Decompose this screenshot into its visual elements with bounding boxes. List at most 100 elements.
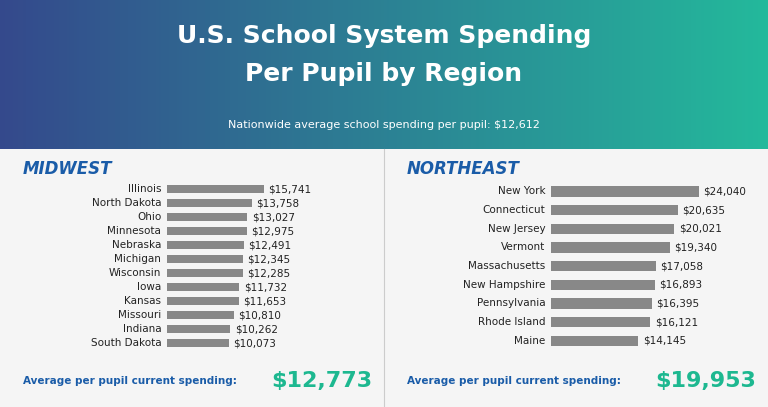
Bar xyxy=(624,0,627,149)
Bar xyxy=(727,0,730,149)
Bar xyxy=(192,0,194,149)
Bar xyxy=(210,0,213,149)
Bar xyxy=(586,0,589,149)
Bar xyxy=(476,0,478,149)
Bar xyxy=(320,0,323,149)
Bar xyxy=(458,0,461,149)
Bar xyxy=(714,0,717,149)
Bar xyxy=(5,0,8,149)
Bar xyxy=(202,0,205,149)
Bar xyxy=(507,0,509,149)
Bar xyxy=(0,0,2,149)
Bar xyxy=(455,0,458,149)
Bar xyxy=(46,0,48,149)
Bar xyxy=(612,0,614,149)
Bar xyxy=(482,0,484,149)
Bar xyxy=(471,0,474,149)
Bar xyxy=(31,0,33,149)
Bar xyxy=(538,0,540,149)
Bar xyxy=(41,0,44,149)
Bar xyxy=(266,0,269,149)
Text: $16,395: $16,395 xyxy=(657,298,700,309)
Text: Maine: Maine xyxy=(514,336,545,346)
Bar xyxy=(359,0,361,149)
Text: Illinois: Illinois xyxy=(127,184,161,194)
Bar xyxy=(167,255,243,263)
Bar xyxy=(555,0,558,149)
Bar xyxy=(366,0,369,149)
Bar xyxy=(545,0,548,149)
Text: New Jersey: New Jersey xyxy=(488,224,545,234)
Text: $16,121: $16,121 xyxy=(655,317,698,327)
Bar xyxy=(571,0,574,149)
Text: $11,732: $11,732 xyxy=(243,282,287,292)
Bar xyxy=(640,0,643,149)
Bar xyxy=(333,0,336,149)
Bar xyxy=(663,0,666,149)
Bar xyxy=(77,0,79,149)
Bar xyxy=(584,0,586,149)
Bar xyxy=(701,0,704,149)
Bar xyxy=(182,0,184,149)
Text: Kansas: Kansas xyxy=(124,296,161,306)
Bar xyxy=(307,0,310,149)
Bar xyxy=(223,0,225,149)
Bar xyxy=(379,0,382,149)
Bar xyxy=(453,0,455,149)
Bar xyxy=(528,0,530,149)
Bar xyxy=(402,0,405,149)
Bar xyxy=(601,0,604,149)
Bar xyxy=(397,0,399,149)
Text: $13,758: $13,758 xyxy=(257,198,300,208)
Bar xyxy=(551,186,699,197)
Bar xyxy=(171,0,174,149)
Bar xyxy=(591,0,594,149)
Bar xyxy=(466,0,468,149)
Text: Pennsylvania: Pennsylvania xyxy=(477,298,545,309)
Bar xyxy=(432,0,435,149)
Bar xyxy=(207,0,210,149)
Bar xyxy=(660,0,663,149)
Bar xyxy=(294,0,297,149)
Bar xyxy=(670,0,674,149)
Bar xyxy=(284,0,286,149)
Bar xyxy=(558,0,561,149)
Bar xyxy=(243,0,246,149)
Bar xyxy=(59,0,61,149)
Bar xyxy=(336,0,338,149)
Bar xyxy=(25,0,28,149)
Bar xyxy=(13,0,15,149)
Bar xyxy=(747,0,750,149)
Bar xyxy=(56,0,59,149)
Bar xyxy=(732,0,735,149)
Bar xyxy=(8,0,10,149)
Bar xyxy=(724,0,727,149)
Bar xyxy=(730,0,732,149)
Text: Missouri: Missouri xyxy=(118,310,161,320)
Bar xyxy=(148,0,151,149)
Bar xyxy=(48,0,51,149)
Bar xyxy=(213,0,215,149)
Bar xyxy=(315,0,317,149)
Bar xyxy=(246,0,248,149)
Bar xyxy=(399,0,402,149)
Bar xyxy=(530,0,532,149)
Bar xyxy=(279,0,282,149)
Bar xyxy=(632,0,635,149)
Bar xyxy=(443,0,445,149)
Bar xyxy=(720,0,722,149)
Text: $13,027: $13,027 xyxy=(252,212,295,222)
Bar xyxy=(540,0,543,149)
Bar xyxy=(478,0,482,149)
Bar xyxy=(167,241,244,249)
Bar xyxy=(440,0,443,149)
Bar xyxy=(61,0,64,149)
Bar xyxy=(566,0,568,149)
Bar xyxy=(18,0,21,149)
Bar xyxy=(609,0,612,149)
Bar xyxy=(248,0,251,149)
Text: New Hampshire: New Hampshire xyxy=(463,280,545,290)
Text: Michigan: Michigan xyxy=(114,254,161,264)
Bar xyxy=(167,269,243,277)
Bar xyxy=(438,0,440,149)
